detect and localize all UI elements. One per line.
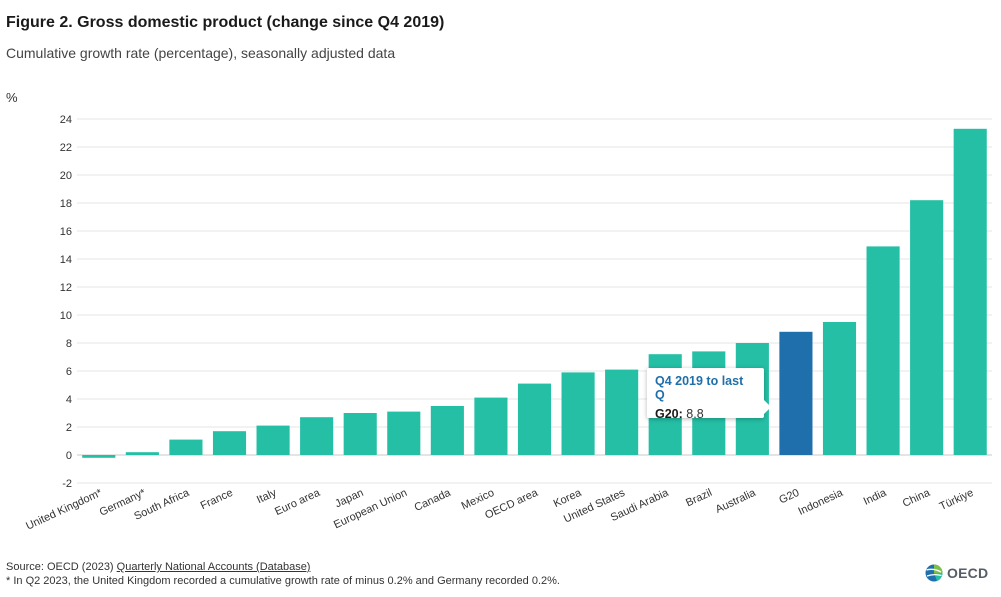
source-prefix: Source: OECD (2023): [6, 561, 117, 573]
x-tick-label: Brazil: [684, 487, 714, 510]
x-tick-label: Italy: [255, 487, 279, 507]
x-tick-label: Australia: [714, 486, 759, 515]
source-line: Source: OECD (2023) Quarterly National A…: [6, 561, 310, 573]
y-tick-label: 16: [60, 226, 72, 238]
x-tick-label: United Kingdom*: [24, 487, 105, 533]
y-tick-label: 12: [60, 282, 72, 294]
source-link[interactable]: Quarterly National Accounts (Database): [116, 561, 311, 573]
x-tick-label: Canada: [413, 486, 454, 514]
bar: [866, 246, 900, 455]
x-tick-label: Indonesia: [796, 486, 845, 517]
bar: [822, 322, 857, 455]
y-axis-unit: %: [6, 90, 18, 105]
tooltip-label: G20:: [655, 407, 683, 421]
y-tick-label: -2: [62, 478, 72, 490]
x-tick-label: Euro area: [273, 486, 323, 518]
bar: [561, 372, 595, 455]
y-tick-label: 2: [66, 422, 72, 434]
bar: [300, 417, 334, 455]
x-tick-label: France: [199, 487, 235, 512]
y-tick-label: 22: [60, 142, 72, 154]
x-tick-label: India: [862, 486, 889, 507]
bar: [517, 383, 552, 455]
y-tick-label: 14: [60, 254, 72, 266]
y-tick-label: 24: [60, 114, 72, 126]
bar: [779, 331, 813, 455]
bar: [387, 411, 421, 455]
bar: [169, 439, 203, 455]
x-tick-label: China: [901, 486, 933, 509]
y-tick-label: 18: [60, 198, 72, 210]
tooltip-value: 8.8: [686, 407, 704, 421]
bar: [212, 431, 247, 455]
bar: [953, 128, 987, 456]
chart-subtitle: Cumulative growth rate (percentage), sea…: [6, 45, 396, 61]
tooltip-title: Q4 2019 to last Q: [655, 374, 744, 402]
x-tick-label: Türkiye: [938, 487, 976, 513]
x-tick-label: G20: [777, 487, 801, 507]
bar: [82, 455, 116, 458]
bar: [256, 425, 290, 455]
x-tick-label: European Union: [332, 487, 409, 531]
y-tick-label: 10: [60, 310, 72, 322]
y-tick-label: 4: [66, 394, 72, 406]
y-tick-label: 8: [66, 338, 72, 350]
y-tick-label: 0: [66, 450, 72, 462]
bar: [125, 452, 159, 455]
bar: [430, 406, 464, 455]
bar: [910, 200, 944, 455]
chart-title: Figure 2. Gross domestic product (change…: [6, 14, 445, 31]
oecd-logo: OECD: [924, 563, 988, 583]
oecd-globe-icon: [925, 564, 943, 582]
bar: [605, 369, 639, 455]
y-tick-label: 6: [66, 366, 72, 378]
bar: [343, 413, 377, 455]
footnote: * In Q2 2023, the United Kingdom recorde…: [6, 575, 560, 587]
bar: [474, 397, 508, 455]
y-tick-label: 20: [60, 170, 72, 182]
logo-text: OECD: [947, 565, 989, 581]
tooltip: Q4 2019 to last Q G20: 8.8: [647, 368, 771, 421]
